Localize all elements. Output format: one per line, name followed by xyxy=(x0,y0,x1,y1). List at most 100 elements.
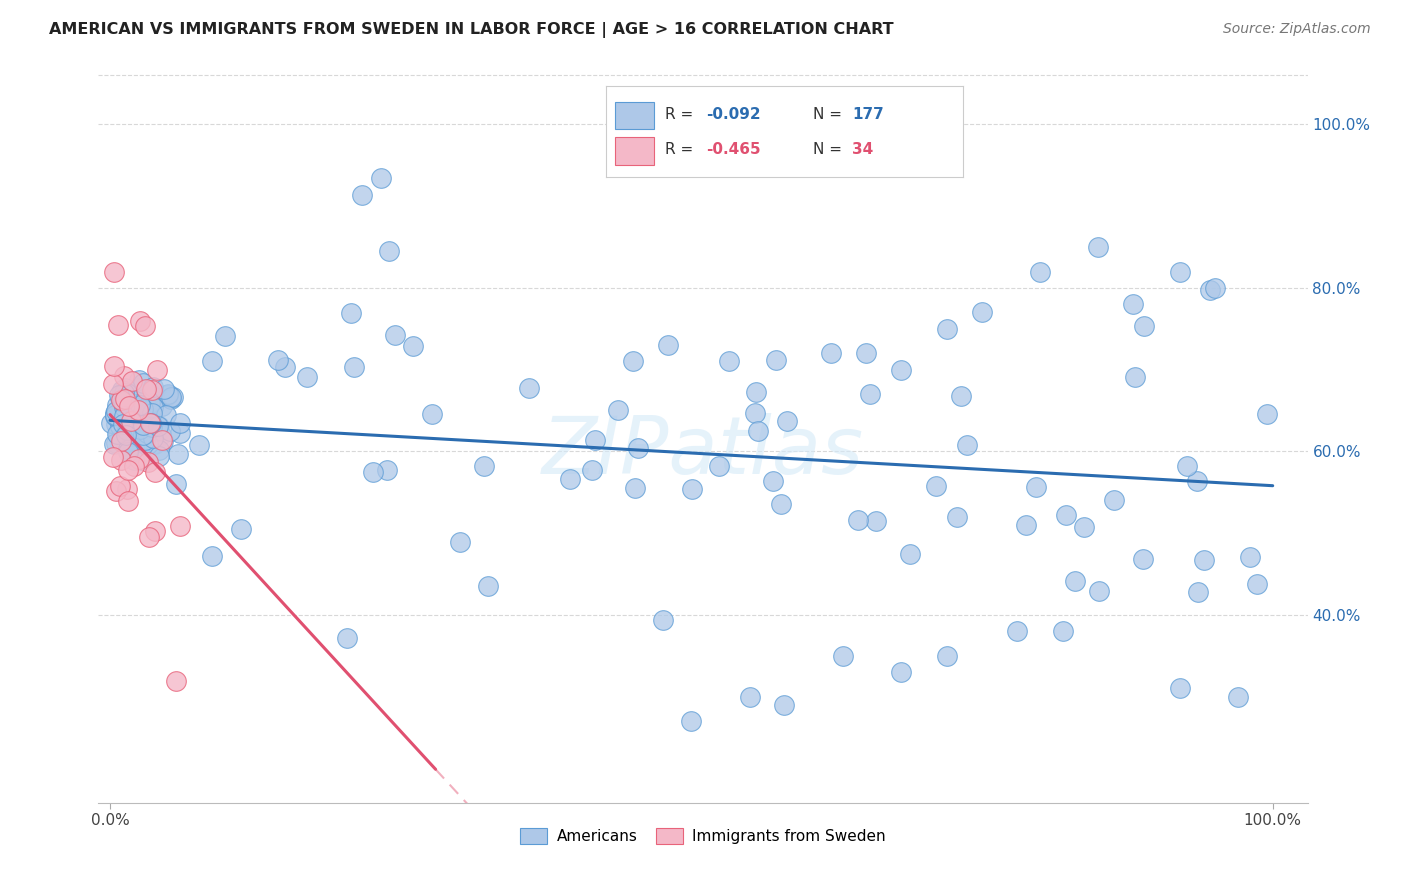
Point xyxy=(115,386,138,401)
Point xyxy=(138,530,160,544)
Point xyxy=(117,493,139,508)
Point xyxy=(156,388,179,402)
Point xyxy=(1102,492,1125,507)
Point xyxy=(124,413,146,427)
Point xyxy=(201,354,224,368)
Point xyxy=(377,244,399,259)
Point xyxy=(131,376,153,390)
Point xyxy=(607,403,630,417)
Point xyxy=(112,414,135,428)
Point xyxy=(104,417,127,431)
Point xyxy=(103,437,125,451)
Point xyxy=(214,329,236,343)
Point xyxy=(150,434,173,448)
Point xyxy=(127,409,149,424)
Point xyxy=(707,459,730,474)
Point xyxy=(121,445,143,459)
Point xyxy=(129,422,152,436)
Point xyxy=(859,387,882,401)
Point xyxy=(107,427,129,442)
Point xyxy=(128,418,150,433)
Point xyxy=(107,318,129,332)
Point xyxy=(115,482,138,496)
Point xyxy=(117,442,139,457)
Point xyxy=(148,449,170,463)
Point xyxy=(295,369,318,384)
Point xyxy=(560,472,582,486)
Point xyxy=(112,423,135,437)
Point xyxy=(112,395,135,409)
Point xyxy=(274,359,297,374)
Point xyxy=(627,441,650,455)
Point xyxy=(139,418,162,433)
Point xyxy=(681,483,703,497)
Point xyxy=(165,477,187,491)
Point xyxy=(141,383,163,397)
Point xyxy=(970,305,993,319)
Point xyxy=(114,413,136,427)
Point xyxy=(114,381,136,395)
Point xyxy=(1005,624,1028,639)
Point xyxy=(105,483,128,498)
Point xyxy=(169,519,191,533)
Point xyxy=(657,338,679,352)
Point xyxy=(1198,283,1220,297)
Point xyxy=(155,408,177,422)
Point xyxy=(738,690,761,704)
Point xyxy=(159,390,181,404)
Point xyxy=(122,398,145,412)
Point xyxy=(121,374,143,388)
Point xyxy=(134,408,156,422)
Point xyxy=(855,346,877,360)
Point xyxy=(136,421,159,435)
Point xyxy=(143,465,166,479)
Point xyxy=(402,339,425,353)
Point xyxy=(141,419,163,434)
Point xyxy=(142,431,165,445)
Point xyxy=(149,427,172,442)
Point xyxy=(105,398,128,412)
Point xyxy=(865,514,887,528)
Point xyxy=(139,395,162,409)
Point xyxy=(104,435,127,450)
Point xyxy=(769,497,792,511)
Point xyxy=(112,369,135,384)
Point xyxy=(122,406,145,420)
Point xyxy=(127,381,149,395)
Point xyxy=(108,419,131,434)
Point xyxy=(132,401,155,416)
Point xyxy=(112,418,135,433)
Point xyxy=(131,451,153,466)
Point xyxy=(159,424,181,438)
Point xyxy=(1185,474,1208,488)
Text: AMERICAN VS IMMIGRANTS FROM SWEDEN IN LABOR FORCE | AGE > 16 CORRELATION CHART: AMERICAN VS IMMIGRANTS FROM SWEDEN IN LA… xyxy=(49,22,894,38)
Point xyxy=(118,399,141,413)
Point xyxy=(111,395,134,409)
Point xyxy=(129,398,152,412)
Point xyxy=(104,407,127,421)
Point xyxy=(100,417,122,431)
Point xyxy=(339,306,361,320)
Point xyxy=(105,404,128,418)
Point xyxy=(103,450,125,464)
Point xyxy=(165,674,187,689)
Point xyxy=(134,319,156,334)
Point xyxy=(820,346,842,360)
Point xyxy=(747,424,769,438)
Point xyxy=(956,438,979,452)
Point xyxy=(108,388,131,402)
Point xyxy=(139,416,162,430)
Text: Source: ZipAtlas.com: Source: ZipAtlas.com xyxy=(1223,22,1371,37)
Point xyxy=(890,665,912,679)
Point xyxy=(624,481,647,495)
Point xyxy=(112,432,135,446)
Point xyxy=(111,418,134,433)
Point xyxy=(1052,624,1074,639)
Point xyxy=(104,409,127,424)
Point xyxy=(136,455,159,469)
Point xyxy=(115,423,138,437)
Point xyxy=(890,362,912,376)
Point xyxy=(139,410,162,425)
Point xyxy=(146,363,169,377)
Point xyxy=(949,389,972,403)
